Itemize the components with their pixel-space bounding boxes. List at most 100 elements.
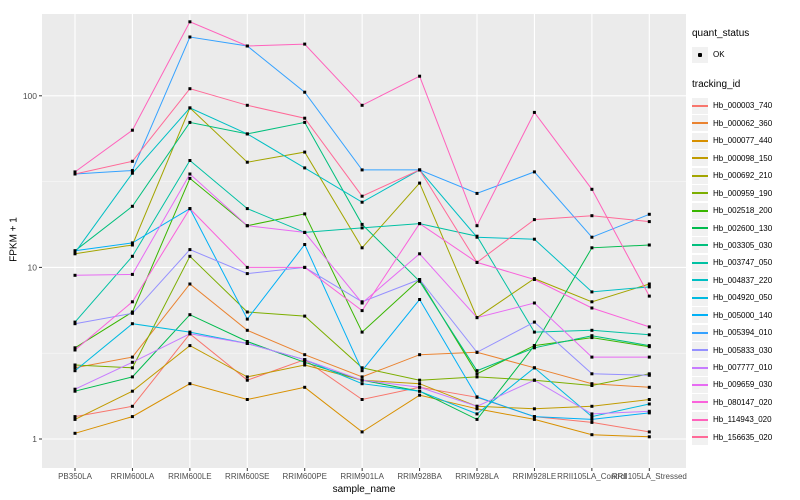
- data-point[interactable]: [130, 389, 134, 393]
- data-point[interactable]: [532, 278, 536, 281]
- data-point[interactable]: [475, 316, 479, 320]
- data-point[interactable]: [360, 430, 364, 434]
- legend-item-Hb_002600_130[interactable]: Hb_002600_130: [692, 220, 798, 237]
- data-point[interactable]: [590, 246, 594, 250]
- data-point[interactable]: [188, 207, 192, 211]
- data-point[interactable]: [590, 404, 594, 408]
- data-point[interactable]: [475, 407, 479, 411]
- data-point[interactable]: [245, 310, 249, 314]
- data-point[interactable]: [245, 340, 249, 343]
- data-point[interactable]: [188, 282, 192, 286]
- data-point[interactable]: [73, 415, 77, 419]
- data-point[interactable]: [73, 348, 77, 352]
- data-point[interactable]: [245, 398, 249, 401]
- data-point[interactable]: [188, 248, 192, 252]
- data-point[interactable]: [475, 369, 479, 373]
- data-point[interactable]: [245, 375, 249, 379]
- data-point[interactable]: [532, 366, 536, 370]
- data-point[interactable]: [418, 168, 422, 172]
- data-point[interactable]: [303, 90, 307, 94]
- data-point[interactable]: [130, 360, 134, 364]
- data-point[interactable]: [590, 372, 594, 376]
- data-point[interactable]: [532, 378, 536, 382]
- data-point[interactable]: [360, 168, 364, 172]
- data-point[interactable]: [245, 317, 249, 321]
- data-point[interactable]: [188, 159, 192, 162]
- data-point[interactable]: [360, 194, 364, 198]
- data-point[interactable]: [245, 328, 249, 332]
- data-point[interactable]: [303, 150, 307, 154]
- legend-item-Hb_009659_030[interactable]: Hb_009659_030: [692, 376, 798, 393]
- data-point[interactable]: [475, 375, 479, 379]
- legend-item-Hb_080147_020[interactable]: Hb_080147_020: [692, 394, 798, 411]
- data-point[interactable]: [590, 384, 594, 387]
- legend-item-Hb_000077_440[interactable]: Hb_000077_440: [692, 132, 798, 149]
- data-point[interactable]: [130, 322, 134, 326]
- data-point[interactable]: [647, 344, 651, 348]
- data-point[interactable]: [188, 20, 192, 24]
- data-point[interactable]: [418, 252, 422, 256]
- data-point[interactable]: [188, 313, 192, 317]
- data-point[interactable]: [303, 166, 307, 170]
- data-point[interactable]: [130, 300, 134, 304]
- data-point[interactable]: [130, 159, 134, 163]
- data-point[interactable]: [245, 103, 249, 107]
- data-point[interactable]: [303, 120, 307, 124]
- data-point[interactable]: [303, 230, 307, 234]
- data-point[interactable]: [475, 191, 479, 195]
- data-point[interactable]: [130, 366, 134, 370]
- data-point[interactable]: [360, 378, 364, 382]
- legend-item-Hb_114943_020[interactable]: Hb_114943_020: [692, 411, 798, 428]
- data-point[interactable]: [475, 260, 479, 264]
- data-point[interactable]: [73, 251, 77, 255]
- data-point[interactable]: [130, 415, 134, 419]
- data-point[interactable]: [418, 74, 422, 78]
- data-point[interactable]: [303, 212, 307, 216]
- data-point[interactable]: [188, 332, 192, 336]
- data-point[interactable]: [532, 346, 536, 350]
- data-point[interactable]: [532, 344, 536, 348]
- data-point[interactable]: [73, 346, 77, 350]
- legend-item-Hb_003305_030[interactable]: Hb_003305_030: [692, 237, 798, 254]
- data-point[interactable]: [590, 290, 594, 294]
- data-point[interactable]: [418, 279, 422, 283]
- data-point[interactable]: [188, 87, 192, 91]
- data-point[interactable]: [647, 409, 651, 413]
- data-point[interactable]: [647, 212, 651, 216]
- data-point[interactable]: [418, 222, 422, 226]
- data-point[interactable]: [360, 309, 364, 313]
- data-point[interactable]: [73, 366, 77, 370]
- data-point[interactable]: [73, 389, 77, 393]
- data-point[interactable]: [590, 300, 594, 304]
- data-point[interactable]: [590, 382, 594, 386]
- data-point[interactable]: [73, 322, 77, 326]
- legend-item-Hb_000692_210[interactable]: Hb_000692_210: [692, 167, 798, 184]
- data-point[interactable]: [130, 375, 134, 379]
- legend-item-Hb_005833_030[interactable]: Hb_005833_030: [692, 342, 798, 359]
- data-point[interactable]: [130, 311, 134, 315]
- data-point[interactable]: [245, 224, 249, 228]
- data-point[interactable]: [73, 273, 77, 277]
- data-point[interactable]: [245, 132, 249, 136]
- data-point[interactable]: [188, 254, 192, 258]
- data-point[interactable]: [245, 160, 249, 164]
- data-point[interactable]: [130, 243, 134, 247]
- data-point[interactable]: [360, 301, 364, 305]
- data-point[interactable]: [475, 372, 479, 376]
- data-point[interactable]: [73, 170, 77, 174]
- data-point[interactable]: [418, 278, 422, 281]
- legend-item-Hb_002518_200[interactable]: Hb_002518_200: [692, 202, 798, 219]
- legend-item-Hb_005394_010[interactable]: Hb_005394_010: [692, 324, 798, 341]
- data-point[interactable]: [590, 328, 594, 332]
- legend-item-Hb_000098_150[interactable]: Hb_000098_150: [692, 150, 798, 167]
- data-point[interactable]: [590, 187, 594, 191]
- legend-item-Hb_005000_140[interactable]: Hb_005000_140: [692, 307, 798, 324]
- legend-item-Hb_004837_220[interactable]: Hb_004837_220: [692, 272, 798, 289]
- data-point[interactable]: [418, 298, 422, 301]
- data-point[interactable]: [303, 42, 307, 46]
- data-point[interactable]: [130, 272, 134, 276]
- legend-item-Hb_003747_050[interactable]: Hb_003747_050: [692, 254, 798, 271]
- data-point[interactable]: [303, 353, 307, 357]
- data-point[interactable]: [360, 366, 364, 370]
- data-point[interactable]: [532, 320, 536, 324]
